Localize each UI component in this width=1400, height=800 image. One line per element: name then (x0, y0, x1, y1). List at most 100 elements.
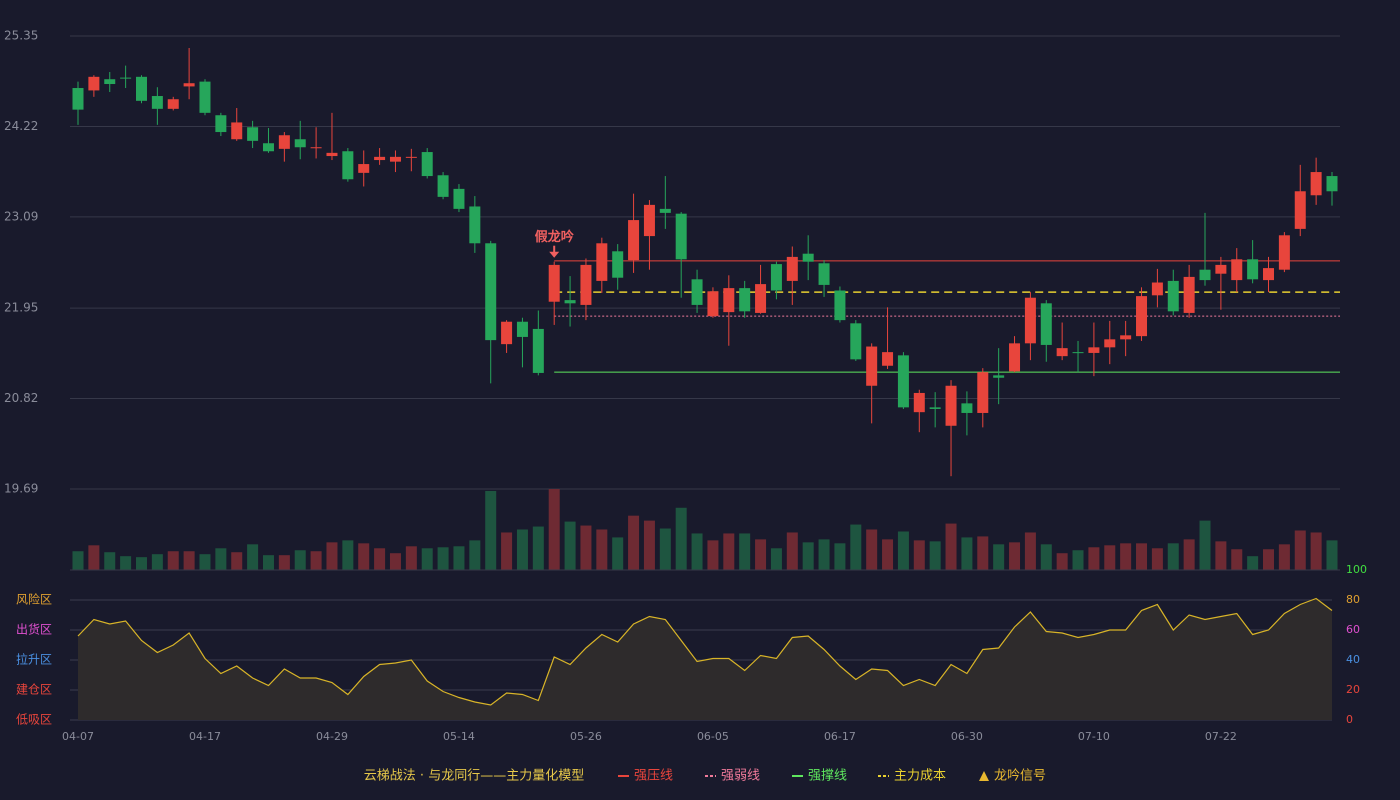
y-tick-label: 21.95 (4, 301, 38, 315)
volume-bar (167, 551, 179, 570)
volume-bar (612, 537, 624, 570)
legend-swatch (979, 771, 989, 781)
volume-bar (1167, 543, 1179, 570)
candle-body (231, 122, 243, 140)
candle-body (1024, 297, 1036, 344)
candle-body (1183, 276, 1195, 313)
candle-body (1151, 282, 1163, 296)
candle-body (548, 264, 560, 302)
volume-bar (707, 540, 719, 570)
volume-bar (802, 542, 814, 570)
volume-bar (739, 533, 751, 570)
candle-body (421, 152, 433, 177)
candle-body (1136, 296, 1148, 337)
volume-bar (516, 529, 528, 570)
candle-body (993, 375, 1005, 378)
candle-body (834, 290, 846, 321)
y-tick-label: 24.22 (4, 119, 38, 133)
volume-bar (231, 552, 243, 570)
zone-label: 低吸区 (16, 713, 52, 727)
candle-body (342, 151, 354, 180)
x-tick-label: 07-22 (1205, 730, 1237, 743)
x-tick-label: 05-26 (570, 730, 602, 743)
x-tick-label: 04-17 (189, 730, 221, 743)
candle-body (247, 127, 259, 141)
volume-bar (469, 540, 481, 570)
indicator-line (77, 597, 1333, 706)
candle-body (739, 288, 751, 312)
candle-body (405, 156, 417, 158)
legend-label: 强压线 (634, 769, 673, 784)
candle-body (516, 321, 528, 337)
volume-bar (580, 525, 592, 570)
candle-body (294, 139, 306, 148)
volume-bar (405, 546, 417, 570)
volume-bar (1120, 543, 1132, 570)
volume-bar (866, 529, 878, 570)
volume-bar (834, 543, 846, 570)
candle-body (1167, 280, 1179, 312)
candle-body (1326, 176, 1338, 192)
volume-bar (1136, 543, 1148, 570)
zone-label: 出货区 (16, 622, 52, 637)
legend-label: 强弱线 (721, 769, 760, 784)
volume-bar (358, 543, 370, 570)
candle-body (1072, 352, 1084, 354)
volume-bar (961, 537, 973, 570)
volume-bar (675, 507, 687, 570)
volume-bar (326, 542, 338, 570)
candle-body (675, 213, 687, 260)
indicator-tick-label: 0 (1346, 713, 1353, 726)
volume-bar (770, 548, 782, 570)
candle-body (453, 188, 465, 209)
volume-bar (421, 548, 433, 570)
volume-bar (120, 556, 132, 570)
x-tick-label: 06-30 (951, 730, 983, 743)
candle-body (1009, 343, 1021, 372)
candle-body (151, 96, 163, 109)
candle-body (88, 76, 100, 91)
candle-body (628, 220, 640, 261)
candle-body (723, 288, 735, 313)
volume-bar (199, 554, 211, 570)
candle-body (1040, 303, 1052, 345)
volume-bar (1278, 544, 1290, 570)
volume-bar (786, 532, 798, 570)
candle-body (1231, 259, 1243, 281)
zone-label: 拉升区 (16, 652, 52, 667)
candle-body (882, 352, 894, 366)
candle-body (977, 372, 989, 413)
candle-body (850, 323, 862, 360)
volume-bar (723, 533, 735, 570)
volume-bar (310, 551, 322, 570)
volume-bar (1104, 545, 1116, 570)
candle-body (564, 300, 576, 304)
volume-bar (183, 551, 195, 570)
candle-body (691, 279, 703, 305)
volume-bar (215, 548, 227, 570)
volume-bar (993, 544, 1005, 570)
candle-body (612, 251, 624, 278)
y-tick-label: 19.69 (4, 482, 38, 496)
volume-bar (755, 539, 767, 570)
volume-bar (151, 554, 163, 570)
candle-body (945, 385, 957, 426)
volume-bar (548, 489, 560, 570)
candle-body (1104, 339, 1116, 348)
candle-body (866, 346, 878, 386)
volume-bar (1215, 541, 1227, 570)
volume-bar (913, 540, 925, 570)
candle-body (1056, 348, 1068, 357)
legend-label: 强撑线 (808, 769, 847, 784)
candle-body (596, 243, 608, 281)
volume-bar (1072, 550, 1084, 570)
candle-body (818, 263, 830, 285)
candle-body (104, 79, 116, 85)
candle-body (897, 355, 909, 408)
candle-body (501, 321, 513, 345)
candle-body (1263, 268, 1275, 281)
volume-bar (342, 540, 354, 570)
volume-bar (1263, 549, 1275, 570)
x-tick-label: 04-29 (316, 730, 348, 743)
x-tick-label: 07-10 (1078, 730, 1110, 743)
